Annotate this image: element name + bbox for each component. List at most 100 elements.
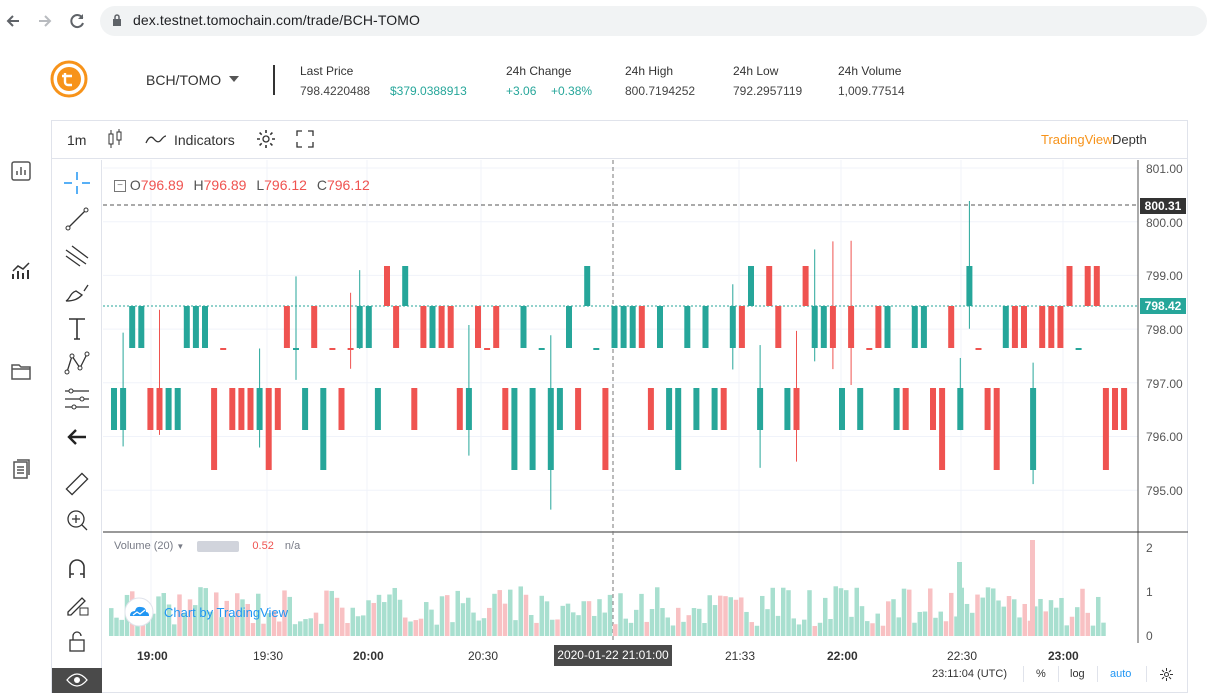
tradingview-badge[interactable]: Chart by TradingView [124,597,288,627]
analytics-icon[interactable] [10,260,32,282]
candle-body [511,388,518,470]
legend-h-label: H [193,177,204,193]
volume-bar [539,595,544,636]
hide-drawings-button[interactable] [52,668,102,693]
volume-bar [487,607,492,636]
volume-bar [828,618,833,636]
candle-body [192,306,199,348]
auto-toggle[interactable]: auto [1110,668,1132,680]
magnet-icon[interactable] [62,556,92,582]
volume-bar [623,618,628,636]
chevron-down-icon[interactable] [229,76,239,82]
price-chart[interactable] [103,160,1188,643]
log-toggle[interactable]: log [1070,668,1085,680]
candle-body [939,388,946,470]
volume-bar [607,594,613,636]
volume-bar [193,605,198,636]
fib-icon[interactable] [62,242,92,268]
volume-controls[interactable] [197,540,240,552]
volume-bar [308,618,313,636]
unlock-icon[interactable] [62,628,92,654]
volume-bar [1096,596,1101,636]
candle-body [338,388,345,430]
pair-selector[interactable]: BCH/TOMO [146,72,222,88]
volume-bar [324,590,329,636]
volume-bar [875,613,880,636]
text-tool-icon[interactable] [62,315,92,341]
lock-drawings-icon[interactable] [62,592,92,618]
volume-bar [686,615,691,636]
volume-bar [382,602,387,636]
brush-icon[interactable] [62,279,92,305]
reload-button[interactable] [66,10,88,32]
back-button[interactable] [2,10,24,32]
app-sidebar [0,120,44,699]
volume-bar [807,590,812,636]
low-value: 792.2957119 [733,84,803,98]
volume-bar [397,599,403,636]
arrow-back-icon[interactable] [62,424,92,450]
interval-button[interactable]: 1m [67,132,87,148]
fullscreen-icon[interactable] [296,130,314,148]
settings-gear-icon[interactable] [255,128,277,150]
candle-body [265,388,272,470]
candles-icon[interactable] [106,129,124,149]
candle-body [629,306,636,348]
legend-l-value: 796.12 [264,177,307,193]
volume-bar [513,620,518,636]
indicators-icon[interactable] [145,133,167,145]
candle-body [1084,266,1091,306]
volume-bar [765,609,770,636]
volume-bar [277,621,282,636]
address-bar[interactable] [100,6,1207,36]
chart-settings-gear-icon[interactable] [1160,668,1173,681]
candle-body [611,306,618,348]
volume-bar [151,613,156,636]
candle-body [202,306,208,348]
pattern-icon[interactable] [62,350,92,376]
trend-line-icon[interactable] [62,206,92,232]
volume-bar [943,621,949,636]
candle-body [911,306,918,348]
candle-body [402,266,409,306]
volume-bar [733,599,739,636]
time-label: 20:00 [353,649,384,663]
chart-icon[interactable] [10,160,32,182]
volume-bar [229,615,235,636]
volume-bar [592,615,597,636]
last-price-label: Last Price [300,64,354,78]
percent-toggle[interactable]: % [1036,668,1046,680]
collapse-legend-button[interactable]: − [114,180,126,193]
document-icon[interactable] [10,458,32,480]
volume-bar [817,622,823,636]
volume-bar [1064,625,1069,636]
candle-body [274,388,281,430]
ruler-icon[interactable] [62,471,92,497]
volume-bar [1075,607,1080,636]
zoom-in-icon[interactable] [62,507,92,533]
tab-depth[interactable]: Depth [1112,132,1147,147]
volume-bar [560,605,565,636]
volume-bar [1033,606,1038,636]
candle-body [839,388,845,430]
candle-body [984,388,991,430]
volume-bar [1059,597,1064,636]
volume-bar [250,623,256,636]
candle-body [174,388,181,430]
candle-body [784,388,791,430]
tab-tradingview[interactable]: TradingView [1041,132,1113,147]
candle-body [1075,348,1082,350]
prediction-icon[interactable] [62,386,92,412]
volume-bar [544,601,550,636]
crosshair-icon[interactable] [62,170,92,196]
volume-dropdown-icon[interactable]: ▼ [176,542,185,551]
candle-body [766,266,773,306]
arrow-right-icon [39,15,52,27]
forward-button[interactable] [34,10,56,32]
volume-bar [114,617,119,636]
indicators-button[interactable]: Indicators [174,132,235,148]
volume-bar [665,617,670,636]
url-text: dex.testnet.tomochain.com/trade/BCH-TOMO [133,12,420,28]
volume-bar [240,599,245,636]
folder-icon[interactable] [10,360,32,382]
